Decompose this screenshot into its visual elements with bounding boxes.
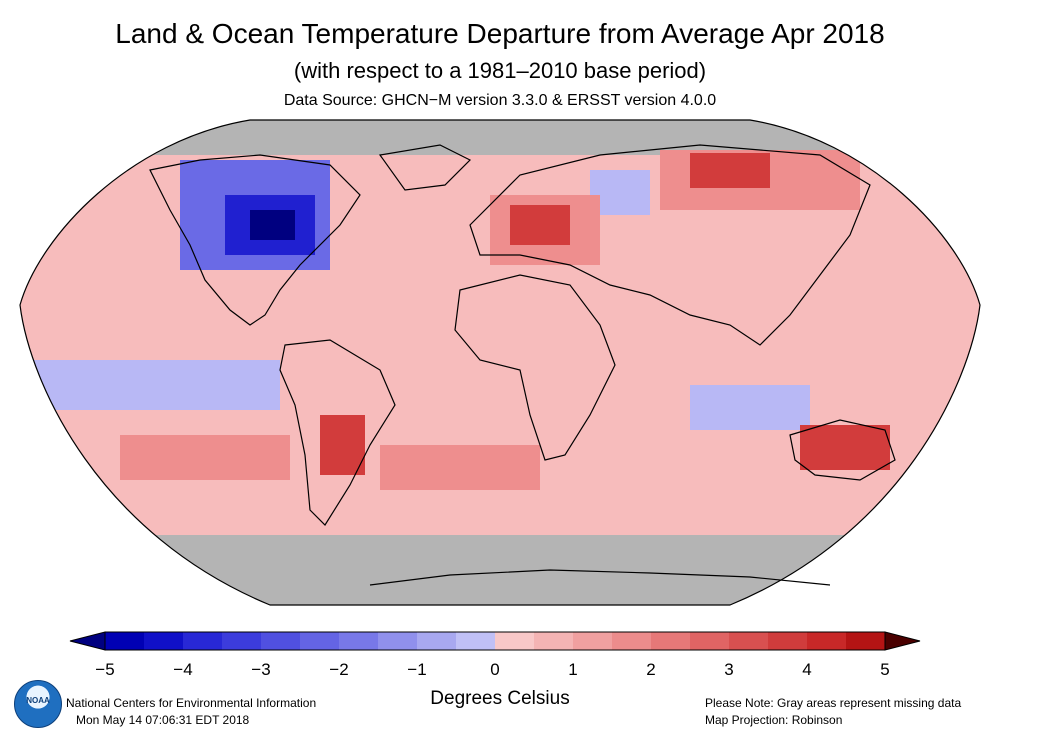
colorbar-cell — [495, 632, 535, 650]
colorbar-cell — [417, 632, 457, 650]
colorbar-cell — [183, 632, 223, 650]
colorbar-tick-label: 0 — [490, 660, 500, 679]
colorbar-cell — [534, 632, 574, 650]
colorbar-cell — [690, 632, 730, 650]
colorbar-arrow-right — [884, 631, 921, 651]
europe-warm-core — [510, 205, 570, 245]
south-america-outline — [279, 339, 396, 526]
world-anomaly-map — [19, 119, 981, 606]
colorbar-cell — [768, 632, 808, 650]
colorbar-cell — [144, 632, 184, 650]
footer-projection: Map Projection: Robinson — [705, 713, 843, 727]
colorbar-unit-label: Degrees Celsius — [430, 688, 570, 709]
colorbar-cell — [651, 632, 691, 650]
logo-text: NOAA — [26, 696, 50, 705]
eurasia-outline — [469, 144, 871, 346]
colorbar-tick-label: 2 — [646, 660, 656, 679]
north-america-outline — [149, 154, 361, 326]
siberia-warm-core — [690, 153, 770, 188]
colorbar-tick-label: −2 — [329, 660, 349, 679]
canada-cold-extreme — [250, 210, 295, 240]
australia-outline — [789, 419, 896, 481]
coastlines — [149, 144, 896, 586]
footer-org: National Centers for Environmental Infor… — [66, 696, 317, 710]
footer-missing-note: Please Note: Gray areas represent missin… — [705, 696, 962, 710]
globe-outline — [19, 119, 981, 606]
colorbar-tick-label: −1 — [407, 660, 427, 679]
australia-warm — [800, 425, 890, 470]
colorbar-cell — [378, 632, 418, 650]
colorbar-cell — [456, 632, 496, 650]
colorbar-arrow-left — [69, 631, 106, 651]
colorbar-cell — [612, 632, 652, 650]
colorbar-tick-label: −4 — [173, 660, 193, 679]
colorbar-cell — [807, 632, 847, 650]
colorbar-tick-label: 5 — [880, 660, 890, 679]
colorbar-cells — [105, 632, 886, 650]
data-source: Data Source: GHCN−M version 3.3.0 & ERSS… — [283, 92, 717, 109]
colorbar-cell — [846, 632, 886, 650]
antarctic-missing — [20, 535, 980, 605]
south-america-warm — [320, 415, 365, 475]
colorbar-tick-label: 4 — [802, 660, 812, 679]
colorbar-cell — [300, 632, 340, 650]
colorbar-cell — [222, 632, 262, 650]
colorbar-tick-label: −3 — [251, 660, 271, 679]
colorbar-tick-label: 1 — [568, 660, 578, 679]
footer-timestamp: Mon May 14 07:06:31 EDT 2018 — [76, 713, 250, 727]
antarctica-outline — [369, 569, 831, 586]
colorbar-cell — [105, 632, 145, 650]
greenland-outline — [378, 144, 472, 191]
arctic-missing — [20, 120, 980, 155]
noaa-logo: NOAA — [14, 680, 62, 728]
colorbar — [69, 631, 921, 651]
africa-outline — [454, 274, 616, 461]
colorbar-cell — [573, 632, 613, 650]
east-pacific-cool — [30, 360, 280, 410]
colorbar-tick-label: 3 — [724, 660, 734, 679]
map-subtitle: (with respect to a 1981–2010 base period… — [293, 58, 707, 83]
indian-ocean-cool — [690, 385, 810, 430]
colorbar-cell — [729, 632, 769, 650]
colorbar-cell — [261, 632, 301, 650]
south-pacific-warm — [120, 435, 290, 480]
map-title: Land & Ocean Temperature Departure from … — [115, 18, 885, 49]
colorbar-cell — [339, 632, 379, 650]
south-atlantic-warm — [380, 445, 540, 490]
colorbar-tick-label: −5 — [95, 660, 115, 679]
